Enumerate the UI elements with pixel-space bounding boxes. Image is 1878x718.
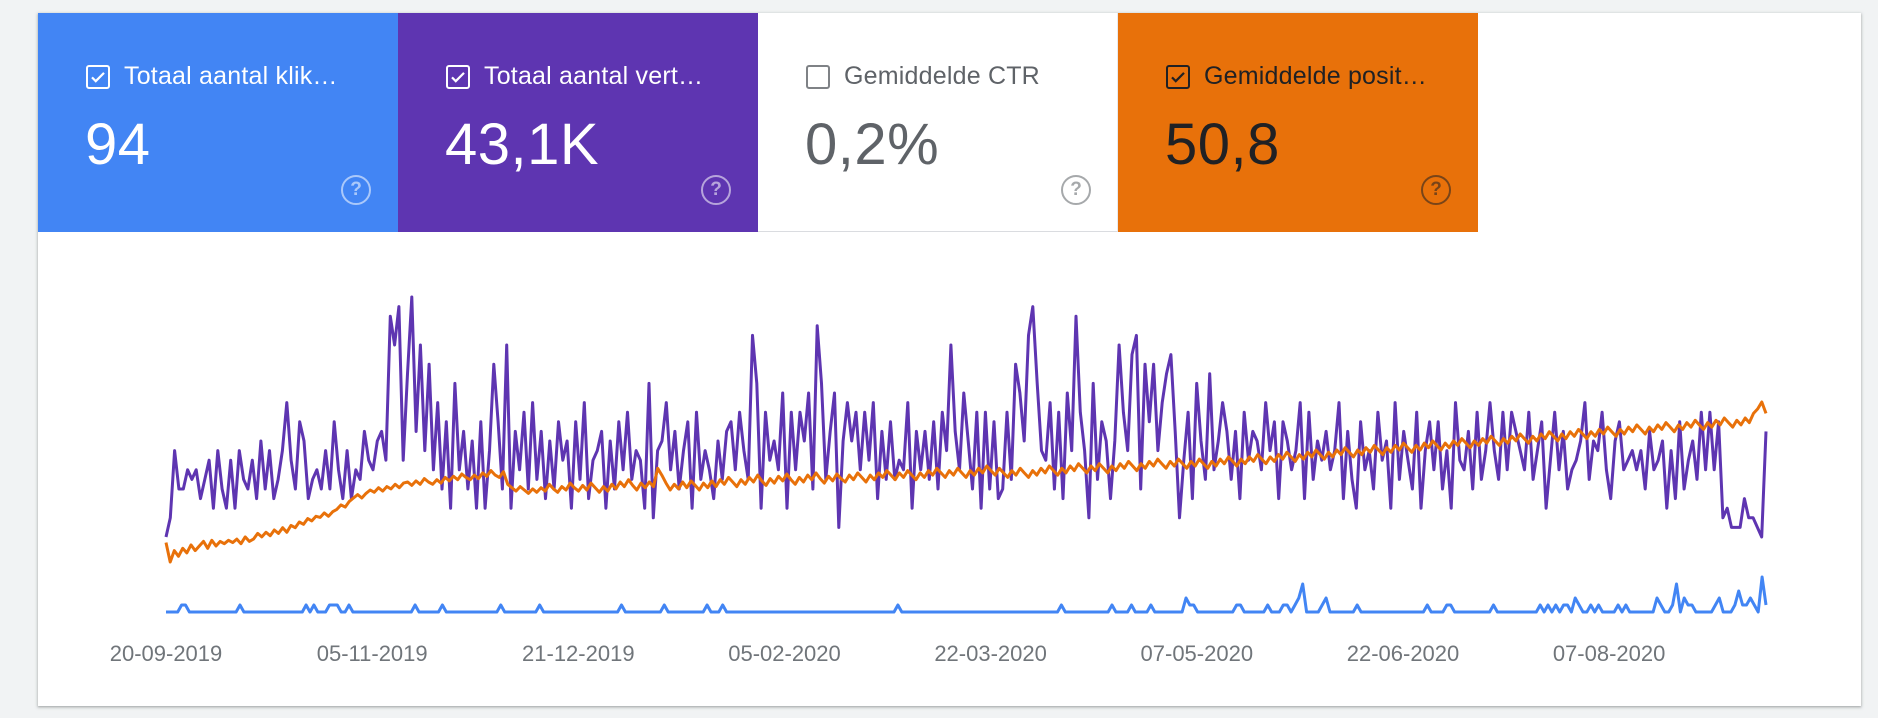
help-icon[interactable]: ? bbox=[1061, 175, 1091, 205]
performance-chart: 20-09-2019 05-11-2019 21-12-2019 05-02-2020… bbox=[38, 232, 1861, 706]
series-line-0 bbox=[166, 575, 1768, 614]
metric-tile-total-clicks[interactable]: Totaal aantal klik… 94 ? bbox=[38, 13, 398, 232]
help-icon[interactable]: ? bbox=[701, 175, 731, 205]
metric-label: Totaal aantal klik… bbox=[124, 62, 338, 90]
series-line-2 bbox=[164, 400, 1768, 564]
metric-tile-average-ctr[interactable]: Gemiddelde CTR 0,2% ? bbox=[758, 13, 1118, 232]
metric-label: Gemiddelde posit… bbox=[1204, 62, 1427, 90]
x-tick-label: 05-11-2019 bbox=[317, 641, 428, 666]
metric-value: 94 bbox=[85, 112, 151, 177]
metric-value: 0,2% bbox=[805, 112, 940, 177]
checkbox[interactable] bbox=[86, 64, 110, 89]
metric-value: 50,8 bbox=[1165, 112, 1280, 177]
x-tick-label: 21-12-2019 bbox=[522, 641, 635, 666]
checkbox[interactable] bbox=[1166, 64, 1190, 89]
x-tick-label: 20-09-2019 bbox=[110, 641, 223, 666]
metric-label: Totaal aantal vert… bbox=[484, 62, 704, 90]
x-tick-label: 07-05-2020 bbox=[1141, 641, 1254, 666]
metric-label: Gemiddelde CTR bbox=[844, 62, 1040, 90]
metric-tile-total-impressions[interactable]: Totaal aantal vert… 43,1K ? bbox=[398, 13, 758, 232]
checkbox[interactable] bbox=[806, 64, 830, 89]
x-tick-label: 05-02-2020 bbox=[728, 641, 841, 666]
metric-tile-average-position[interactable]: Gemiddelde posit… 50,8 ? bbox=[1118, 13, 1478, 232]
checkbox[interactable] bbox=[446, 64, 470, 89]
metric-value: 43,1K bbox=[445, 112, 600, 177]
help-icon[interactable]: ? bbox=[341, 175, 371, 205]
x-tick-label: 22-06-2020 bbox=[1347, 641, 1460, 666]
help-icon[interactable]: ? bbox=[1421, 175, 1451, 205]
x-tick-label: 07-08-2020 bbox=[1553, 641, 1666, 666]
metric-tiles: Totaal aantal klik… 94 ? Totaal aantal v… bbox=[38, 13, 1478, 232]
series-line-1 bbox=[164, 295, 1768, 539]
chart-lines bbox=[164, 295, 1768, 614]
chart-svg: 20-09-2019 05-11-2019 21-12-2019 05-02-2020… bbox=[110, 295, 1768, 666]
x-axis: 20-09-2019 05-11-2019 21-12-2019 05-02-2020… bbox=[110, 641, 1666, 666]
x-tick-label: 22-03-2020 bbox=[934, 641, 1047, 666]
performance-card: Totaal aantal klik… 94 ? Totaal aantal v… bbox=[38, 13, 1861, 706]
